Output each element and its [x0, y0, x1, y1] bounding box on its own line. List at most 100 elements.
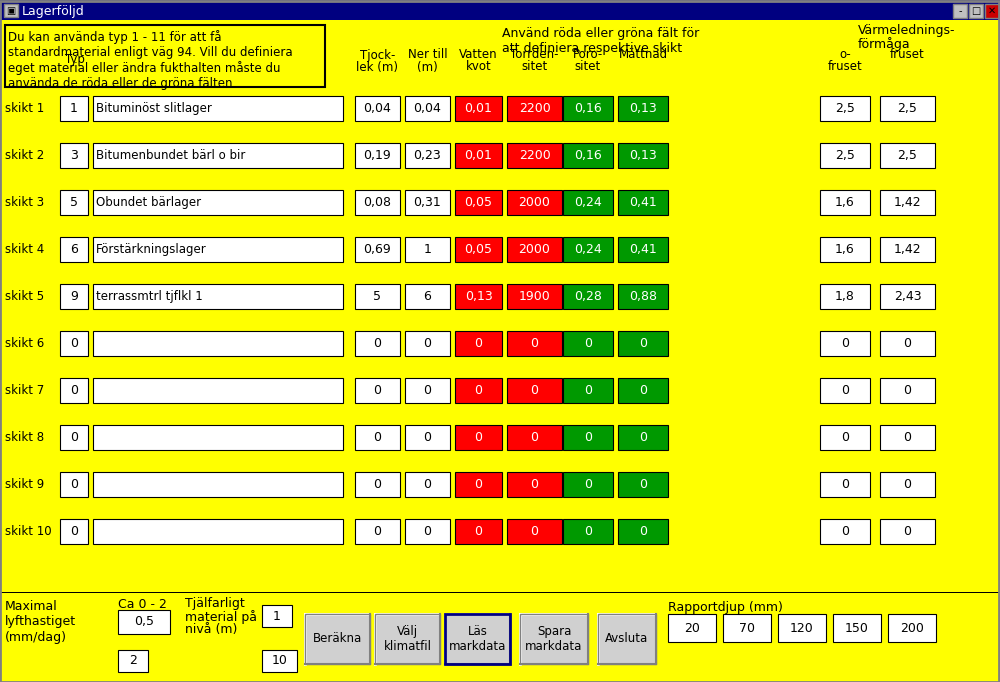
Text: Lagerföljd: Lagerföljd	[22, 5, 85, 18]
Text: 0: 0	[475, 337, 482, 350]
Text: 0: 0	[475, 478, 482, 491]
Text: 0: 0	[841, 384, 849, 397]
Bar	[563, 519, 613, 544]
Bar	[953, 4, 967, 18]
Bar	[880, 143, 935, 168]
Bar	[563, 96, 613, 121]
Text: 0: 0	[639, 384, 647, 397]
Bar	[93, 472, 343, 497]
Bar	[455, 190, 502, 215]
Text: 1: 1	[424, 243, 431, 256]
Bar	[305, 614, 370, 664]
Bar	[820, 519, 870, 544]
Text: Mättnad: Mättnad	[618, 48, 668, 61]
Text: 0: 0	[904, 478, 912, 491]
Text: skikt 2: skikt 2	[5, 149, 44, 162]
Bar	[355, 425, 400, 450]
Bar	[618, 472, 668, 497]
Bar	[305, 614, 370, 664]
Text: skikt 4: skikt 4	[5, 243, 44, 256]
Bar	[563, 190, 613, 215]
Text: 0: 0	[424, 525, 432, 538]
Bar	[723, 614, 771, 642]
Text: 20: 20	[684, 621, 700, 634]
Bar	[598, 614, 656, 664]
Bar	[60, 519, 88, 544]
Bar	[833, 614, 881, 642]
Bar	[405, 237, 450, 262]
Text: ✕: ✕	[988, 6, 996, 16]
Text: 0: 0	[904, 525, 912, 538]
Bar	[880, 378, 935, 403]
Bar	[563, 143, 613, 168]
Bar	[985, 4, 999, 18]
Bar	[405, 331, 450, 356]
Text: (mm/dag): (mm/dag)	[5, 630, 67, 644]
Text: 0: 0	[841, 337, 849, 350]
Text: 0,88: 0,88	[629, 290, 657, 303]
Text: sitet: sitet	[575, 61, 601, 74]
Text: 200: 200	[900, 621, 924, 634]
Bar	[618, 96, 668, 121]
Text: 0: 0	[530, 525, 538, 538]
Text: skikt 5: skikt 5	[5, 290, 44, 303]
Bar	[820, 190, 870, 215]
Bar	[880, 284, 935, 309]
Text: 0,05: 0,05	[464, 243, 492, 256]
Text: 0,23: 0,23	[414, 149, 441, 162]
Bar	[618, 237, 668, 262]
Text: skikt 9: skikt 9	[5, 478, 44, 491]
Bar	[969, 4, 983, 18]
Text: Ner till: Ner till	[408, 48, 447, 61]
Text: 0: 0	[584, 525, 592, 538]
Bar	[820, 378, 870, 403]
Bar	[880, 237, 935, 262]
Bar	[563, 237, 613, 262]
Bar	[563, 284, 613, 309]
Bar	[507, 190, 562, 215]
Bar	[520, 614, 588, 664]
Bar	[880, 190, 935, 215]
Bar	[405, 143, 450, 168]
Text: 0,16: 0,16	[574, 149, 602, 162]
Bar	[60, 472, 88, 497]
Text: 0,08: 0,08	[364, 196, 392, 209]
Bar	[507, 284, 562, 309]
Bar	[618, 378, 668, 403]
Text: 6: 6	[70, 243, 78, 256]
Text: 2,5: 2,5	[898, 102, 917, 115]
Text: 0,41: 0,41	[629, 243, 657, 256]
Text: 1: 1	[70, 102, 78, 115]
Text: 0: 0	[424, 478, 432, 491]
Text: Du kan använda typ 1 - 11 för att få
standardmaterial enligt väg 94. Vill du def: Du kan använda typ 1 - 11 för att få sta…	[8, 30, 293, 90]
Bar	[455, 284, 502, 309]
Text: 120: 120	[790, 621, 814, 634]
Text: 2: 2	[129, 655, 137, 668]
Bar	[507, 519, 562, 544]
Text: 0,13: 0,13	[629, 102, 657, 115]
Text: 0,04: 0,04	[364, 102, 391, 115]
Bar	[563, 425, 613, 450]
Bar	[405, 378, 450, 403]
Text: skikt 8: skikt 8	[5, 431, 44, 444]
Bar	[93, 96, 343, 121]
Text: Maximal: Maximal	[5, 600, 58, 614]
Bar	[355, 96, 400, 121]
Text: 0: 0	[424, 337, 432, 350]
Text: 0: 0	[584, 478, 592, 491]
Bar	[820, 425, 870, 450]
Text: 0,41: 0,41	[629, 196, 657, 209]
Bar	[93, 190, 343, 215]
Text: fruset: fruset	[890, 48, 925, 61]
Bar	[0, 591, 1000, 593]
Text: 0: 0	[639, 431, 647, 444]
Text: 1,6: 1,6	[835, 243, 855, 256]
Text: 0: 0	[584, 431, 592, 444]
Bar	[507, 472, 562, 497]
Text: 0,01: 0,01	[465, 149, 492, 162]
Text: Bituminöst slitlager: Bituminöst slitlager	[96, 102, 212, 115]
Bar	[618, 331, 668, 356]
Bar	[820, 237, 870, 262]
Text: 0: 0	[584, 337, 592, 350]
Text: Förstärkningslager: Förstärkningslager	[96, 243, 207, 256]
